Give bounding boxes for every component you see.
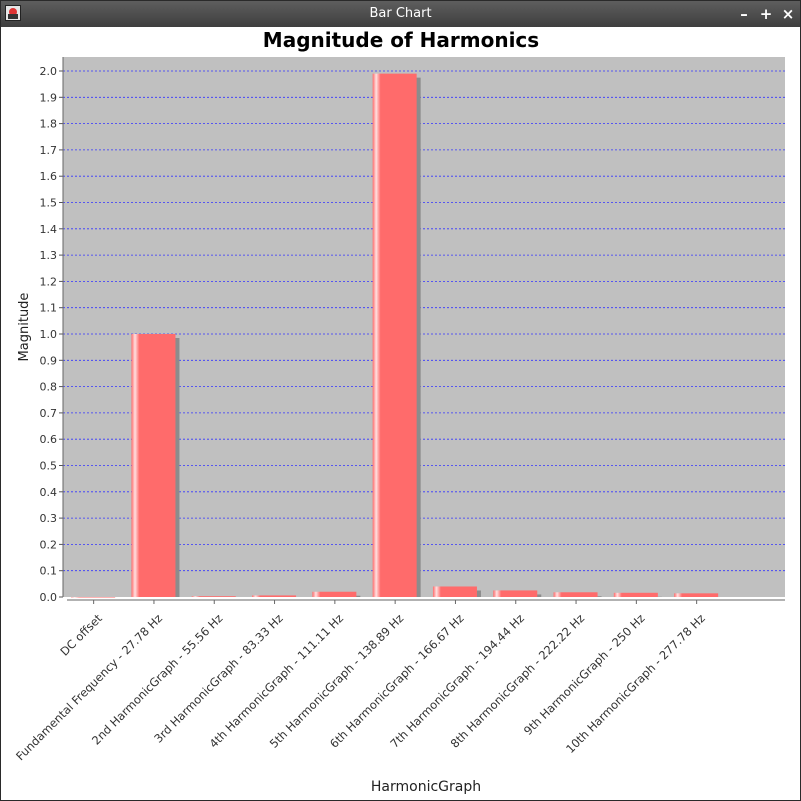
bar [71, 597, 116, 598]
y-tick-label: 1.4 [40, 223, 58, 236]
y-tick-label: 1.6 [40, 170, 58, 183]
x-tick-label: 7th HarmonicGraph - 194.44 Hz [387, 611, 527, 751]
bar [553, 592, 598, 597]
bar [372, 73, 417, 597]
y-axis-label: Magnitude [17, 293, 32, 362]
y-tick-label: 0.5 [40, 460, 58, 473]
bar [312, 591, 357, 597]
y-tick-label: 1.0 [40, 328, 58, 341]
x-tick-label: 4th HarmonicGraph - 111.11 Hz [206, 611, 346, 751]
window-titlebar[interactable]: Bar Chart – + × [1, 1, 800, 27]
y-tick-label: 0.2 [40, 538, 58, 551]
y-tick-label: 1.9 [40, 91, 58, 104]
y-tick-label: 1.7 [40, 144, 58, 157]
bar-chart: Magnitude of Harmonics Magnitude Harmoni… [13, 28, 785, 795]
bar [252, 595, 297, 597]
x-tick-label: 5th HarmonicGraph - 138.89 Hz [267, 611, 407, 751]
bar [432, 586, 477, 597]
y-tick-label: 0.4 [40, 486, 58, 499]
y-tick-label: 0.8 [40, 381, 58, 394]
close-button[interactable]: × [781, 5, 795, 23]
minimize-button[interactable]: – [740, 5, 748, 23]
y-tick-label: 0.1 [40, 565, 58, 578]
bar [131, 334, 176, 597]
plot-area [63, 57, 785, 597]
maximize-button[interactable]: + [759, 5, 773, 23]
x-tick-label: 2nd HarmonicGraph - 55.56 Hz [89, 611, 225, 747]
x-tick-label: 9th HarmonicGraph - 250 Hz [521, 611, 648, 738]
x-tick-label: DC offset [57, 611, 105, 659]
x-tick-label: 3rd HarmonicGraph - 83.33 Hz [151, 611, 285, 745]
y-tick-label: 0.0 [40, 591, 58, 604]
bar [191, 596, 236, 597]
bar [674, 593, 719, 597]
y-tick-label: 0.6 [40, 433, 58, 446]
y-tick-label: 0.7 [40, 407, 58, 420]
y-tick-label: 1.8 [40, 118, 58, 131]
y-tick-label: 0.3 [40, 512, 58, 525]
java-app-icon[interactable] [5, 5, 21, 21]
window-title: Bar Chart [369, 6, 432, 21]
y-tick-label: 2.0 [40, 65, 58, 78]
y-tick-label: 0.9 [40, 354, 58, 367]
y-tick-label: 1.5 [40, 197, 58, 210]
y-tick-label: 1.3 [40, 249, 58, 262]
x-axis-label: HarmonicGraph [371, 779, 481, 795]
y-tick-label: 1.1 [40, 302, 58, 315]
x-tick-label: 8th HarmonicGraph - 222.22 Hz [448, 611, 588, 751]
bar [613, 592, 658, 597]
y-tick-label: 1.2 [40, 275, 58, 288]
chart-title: Magnitude of Harmonics [263, 28, 539, 52]
x-tick-label: 6th HarmonicGraph - 166.67 Hz [327, 611, 467, 751]
bar [493, 590, 538, 597]
